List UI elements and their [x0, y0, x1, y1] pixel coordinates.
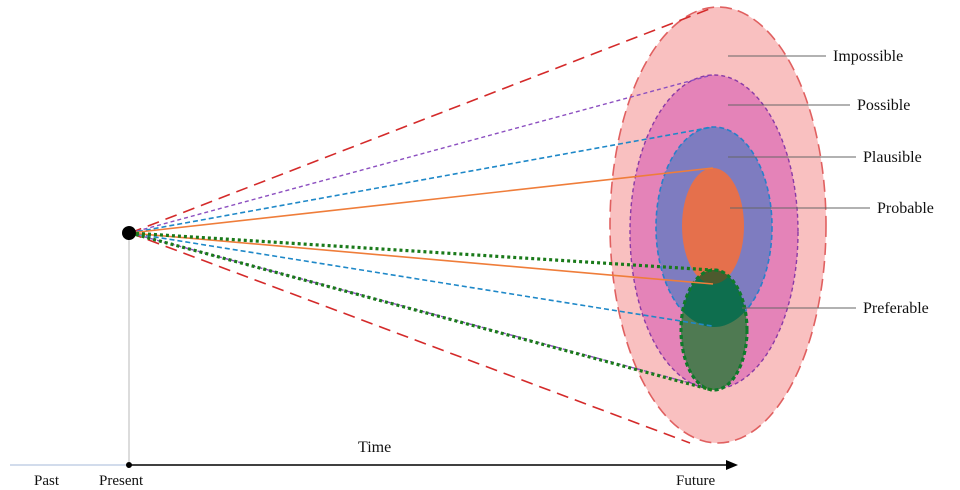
past-label: Past: [34, 473, 60, 489]
plausible-cone-lines: [129, 126, 714, 327]
probable-cone-lines: [129, 167, 714, 285]
plausible-label: Plausible: [863, 149, 922, 166]
preferable-cone-lines: [129, 231, 713, 392]
future-label: Future: [676, 473, 716, 489]
present-point: [122, 226, 136, 240]
plausible-cone-lower: [129, 232, 713, 327]
probable-ellipse: [682, 168, 744, 284]
possible-cone-upper: [129, 74, 713, 234]
plausible-cone-upper: [129, 126, 714, 234]
preferable-cone-lower: [129, 231, 713, 392]
preferable-outline: [679, 268, 749, 392]
probable-cone-upper: [129, 167, 714, 234]
label-leaders: [728, 55, 870, 309]
impossible-label: Impossible: [833, 48, 903, 65]
preferable-label: Preferable: [863, 300, 929, 317]
present-label: Present: [99, 473, 144, 489]
impossible-cone-upper: [129, 7, 713, 234]
impossible-cone-lower: [129, 232, 691, 444]
time-label: Time: [358, 439, 391, 456]
possible-label: Possible: [857, 97, 910, 114]
probable-label: Probable: [877, 200, 934, 217]
possible-cone-lower: [129, 232, 706, 388]
preferable-plausible-overlap: [681, 270, 747, 327]
possible-cone-lines: [129, 74, 713, 388]
time-axis-arrowhead: [726, 460, 738, 470]
impossible-cone-lines: [129, 7, 713, 444]
preferable-cone-upper: [129, 231, 713, 272]
probable-cone-lower: [129, 232, 714, 285]
present-axis-dot: [126, 462, 132, 468]
